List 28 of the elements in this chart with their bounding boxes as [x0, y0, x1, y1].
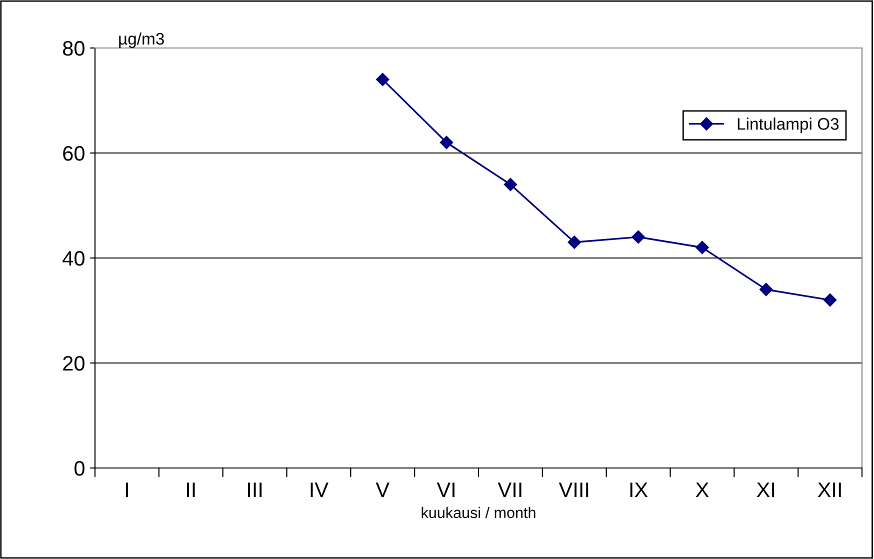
- x-tick-label: VII: [498, 482, 522, 497]
- x-tick-label: II: [187, 482, 195, 497]
- x-tick-label: XII: [818, 482, 841, 497]
- point: [696, 240, 709, 254]
- x-tick-label: IX: [630, 482, 648, 497]
- point: [504, 178, 518, 192]
- x-tick-label: VIII: [558, 482, 588, 497]
- x-tick-label: I: [126, 482, 128, 497]
- point: [632, 230, 645, 244]
- y-tick-label: 0: [74, 461, 84, 476]
- point: [823, 293, 837, 307]
- y-tick-label: 60: [63, 146, 84, 161]
- point: [568, 236, 581, 249]
- x-tick-label: III: [248, 482, 262, 497]
- y-tick-label: 20: [63, 356, 84, 371]
- x-tick-label: V: [376, 482, 390, 497]
- y-tick-label: 80: [63, 41, 84, 56]
- x-tick-label: IV: [310, 482, 328, 497]
- x-tick-label: VI: [436, 482, 454, 497]
- x-axis-title: kuukausi / month: [422, 506, 536, 518]
- point: [440, 136, 454, 150]
- legend-label: Lintulampi O3: [738, 118, 839, 134]
- x-tick-label: XI: [756, 482, 774, 497]
- y-tick-label: 40: [62, 251, 84, 266]
- x-tick-label: X: [696, 482, 709, 497]
- y-axis-title: µg/m3: [119, 32, 164, 48]
- point: [376, 72, 390, 86]
- point: [760, 282, 773, 296]
